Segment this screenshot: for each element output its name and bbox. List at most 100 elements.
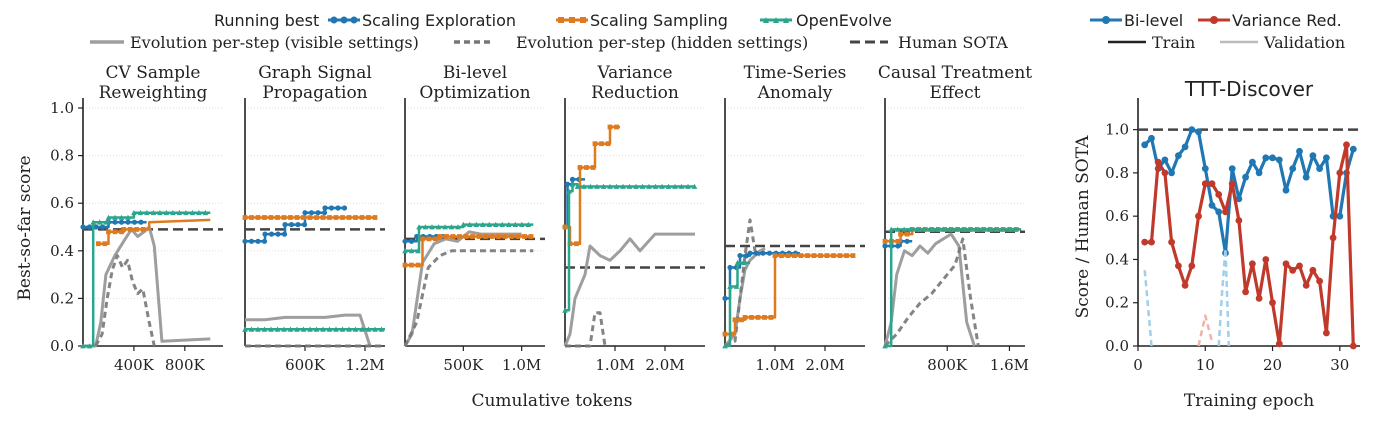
- openevolve-marker: [659, 183, 665, 189]
- sampling-marker: [433, 236, 438, 242]
- variance-point: [1235, 217, 1243, 224]
- exploration-marker: [125, 219, 131, 225]
- panel-title: Reweighting: [99, 83, 208, 103]
- variance-point: [1282, 260, 1290, 268]
- panel-title: Causal Treatment: [878, 63, 1032, 83]
- sampling-marker: [102, 241, 108, 247]
- x-tick-label: 2.0M: [805, 356, 844, 374]
- y-tick-label: 0.6: [1105, 207, 1129, 225]
- openevolve-marker: [920, 226, 927, 232]
- sampling-marker: [476, 234, 482, 239]
- variance-point: [1148, 238, 1155, 246]
- sampling-marker: [605, 141, 611, 147]
- legend-hidden: Evolution per-step (hidden settings): [516, 33, 808, 52]
- openevolve-marker: [255, 326, 261, 332]
- legend-train: Train: [1152, 33, 1195, 52]
- openevolve-marker: [80, 343, 86, 349]
- variance-point: [1249, 260, 1256, 268]
- openevolve-line: [725, 261, 750, 348]
- exploration-marker: [86, 224, 93, 230]
- y-tick-label: 0.2: [50, 289, 74, 307]
- openevolve-marker: [569, 181, 576, 187]
- sampling-marker: [489, 234, 495, 239]
- openevolve-marker: [525, 221, 532, 227]
- y-tick-label: 0.8: [50, 147, 74, 165]
- openevolve-marker: [480, 221, 486, 227]
- exploration-marker: [112, 219, 118, 225]
- legend-visible: Evolution per-step (visible settings): [130, 33, 419, 52]
- openevolve-marker: [448, 224, 455, 230]
- y-tick-label: 0.2: [1105, 294, 1129, 312]
- legend-openevolve-swatch: [760, 17, 792, 23]
- y-tick-label: 0.4: [50, 242, 74, 260]
- openevolve-marker: [125, 214, 131, 220]
- openevolve-marker: [620, 183, 626, 189]
- openevolve-marker: [613, 183, 620, 189]
- sampling-marker: [798, 253, 804, 258]
- x-tick-label: 800K: [165, 356, 206, 374]
- openevolve-marker: [473, 221, 480, 227]
- openevolve-marker: [992, 226, 998, 232]
- variance-point: [1161, 169, 1169, 177]
- exploration-marker: [402, 238, 408, 244]
- openevolve-marker: [157, 209, 163, 216]
- exploration-marker: [722, 295, 728, 301]
- visible-line: [245, 313, 372, 347]
- sampling-marker: [729, 331, 734, 337]
- exploration-marker: [118, 219, 125, 225]
- sampling-marker: [722, 331, 728, 337]
- openevolve-marker: [402, 248, 408, 254]
- sampling-marker: [294, 215, 300, 220]
- openevolve-marker: [607, 183, 613, 189]
- x-tick-label: 0: [1133, 356, 1143, 374]
- openevolve-marker: [594, 183, 600, 189]
- exploration-marker: [737, 253, 743, 259]
- legend-validation: Validation: [1263, 33, 1345, 52]
- sampling-marker: [824, 253, 830, 258]
- openevolve-marker: [882, 343, 888, 349]
- bilevel-point: [1323, 154, 1330, 162]
- sampling-marker: [121, 227, 127, 232]
- panel-title: Anomaly: [757, 83, 833, 103]
- exploration-marker: [288, 222, 295, 228]
- variance-point: [1275, 340, 1283, 348]
- openevolve-marker: [639, 183, 646, 189]
- openevolve-marker: [493, 221, 499, 227]
- bilevel_val-line: [1217, 247, 1231, 347]
- sampling-marker: [562, 224, 568, 230]
- bilevel-point: [1336, 212, 1344, 220]
- sampling-marker: [577, 165, 583, 170]
- bilevel-point: [1269, 154, 1276, 162]
- y-tick-label: 0.8: [1105, 164, 1129, 182]
- y-tick-label: 0.6: [50, 194, 74, 212]
- openevolve-marker: [294, 326, 300, 332]
- sampling-marker: [837, 253, 843, 258]
- x-tick-label: 1.6M: [990, 356, 1029, 374]
- openevolve-marker: [946, 226, 953, 232]
- sampling-marker: [502, 234, 508, 239]
- x-tick-label: 1.0M: [755, 356, 794, 374]
- exploration-marker: [275, 231, 281, 237]
- bilevel-point: [1175, 152, 1182, 160]
- variance-point: [1228, 180, 1236, 188]
- bilevel-point: [1282, 186, 1290, 194]
- y-tick-label: 0.4: [1105, 250, 1129, 268]
- panel-ylabel: Score / Human SOTA: [1073, 135, 1093, 318]
- sampling-marker: [607, 124, 613, 130]
- exploration-marker: [308, 210, 315, 216]
- openevolve-marker: [652, 183, 659, 189]
- bilevel-point: [1208, 202, 1216, 209]
- openevolve-marker: [972, 226, 979, 232]
- legend-sota: Human SOTA: [898, 33, 1008, 52]
- exploration-marker: [322, 205, 328, 211]
- variance-point: [1154, 158, 1162, 166]
- openevolve-marker: [985, 226, 992, 232]
- bilevel-point: [1235, 195, 1243, 203]
- x-tick-label: 400K: [114, 356, 155, 374]
- openevolve-marker: [378, 326, 385, 332]
- sampling-marker: [483, 234, 488, 239]
- sampling-marker: [785, 253, 791, 258]
- x-tick-label: 1.0M: [595, 356, 634, 374]
- openevolve-marker: [665, 183, 672, 189]
- bilevel-point: [1316, 165, 1323, 173]
